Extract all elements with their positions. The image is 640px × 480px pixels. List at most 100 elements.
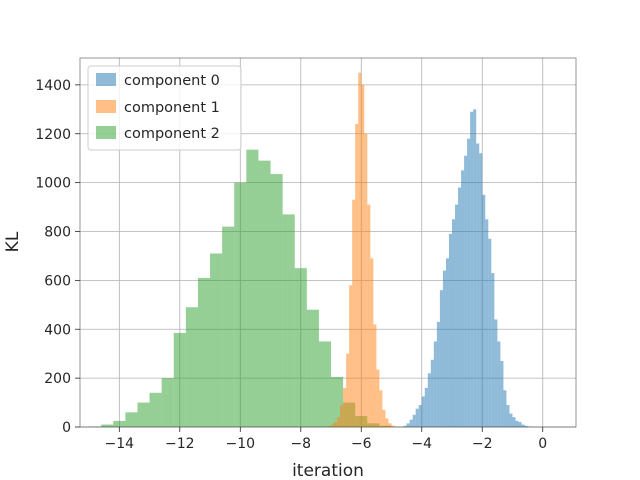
bar-component-1-8 xyxy=(349,285,353,427)
bar-component-1-20 xyxy=(385,418,389,427)
bar-component-1-21 xyxy=(388,423,392,427)
series-component-0 xyxy=(403,109,531,428)
legend-label-component-2: component 2 xyxy=(124,126,220,142)
bar-component-0-14 xyxy=(445,258,449,427)
y-axis-label: KL xyxy=(3,231,23,252)
bar-component-0-1 xyxy=(406,423,410,427)
legend-label-component-0: component 0 xyxy=(124,73,220,89)
series-component-2 xyxy=(89,149,392,428)
bar-component-0-40 xyxy=(524,425,528,427)
bar-component-1-12 xyxy=(361,84,365,427)
x-tick-label-3: −8 xyxy=(290,436,311,452)
bar-component-0-21 xyxy=(467,138,471,427)
bar-component-0-5 xyxy=(418,405,422,427)
bar-component-1-16 xyxy=(373,324,377,427)
bar-component-2-3 xyxy=(125,412,138,427)
bar-component-0-2 xyxy=(409,419,413,427)
legend-swatch-component-1 xyxy=(96,100,116,113)
y-axis: 0 200 400 600 800 1000 1200 1400 xyxy=(35,78,80,436)
bar-component-0-10 xyxy=(433,341,437,427)
legend-frame xyxy=(87,65,242,151)
bar-component-0-4 xyxy=(415,408,419,427)
bar-component-1-10 xyxy=(355,123,359,427)
bar-component-2-2 xyxy=(113,420,126,427)
y-tick-label-0: 0 xyxy=(62,420,71,436)
series-component-1 xyxy=(324,72,398,427)
bar-component-0-8 xyxy=(427,373,431,427)
bar-component-0-22 xyxy=(470,111,474,427)
bar-component-2-13 xyxy=(246,149,259,427)
bar-component-0-3 xyxy=(412,414,416,427)
bar-component-2-1 xyxy=(101,424,114,427)
x-tick-label-6: −2 xyxy=(472,436,493,452)
x-tick-label-2: −10 xyxy=(226,436,256,452)
bar-component-1-22 xyxy=(391,425,395,427)
bar-component-0-36 xyxy=(512,417,516,427)
bar-component-1-14 xyxy=(367,204,371,427)
y-tick-label-7: 1400 xyxy=(35,78,71,94)
bar-component-1-18 xyxy=(379,390,383,427)
bar-component-2-4 xyxy=(137,402,150,427)
bar-component-1-5 xyxy=(340,405,344,427)
bar-component-0-27 xyxy=(485,219,489,427)
bar-component-0-25 xyxy=(479,153,483,428)
x-tick-label-1: −12 xyxy=(165,436,195,452)
bar-component-2-10 xyxy=(210,253,223,427)
histogram-bars xyxy=(89,72,531,428)
bar-component-0-0 xyxy=(403,425,407,427)
bar-component-0-37 xyxy=(515,420,519,427)
bar-component-0-12 xyxy=(439,290,443,427)
bar-component-1-11 xyxy=(358,72,362,427)
bar-component-0-19 xyxy=(461,170,465,428)
legend-swatch-component-0 xyxy=(96,73,116,86)
bar-component-0-35 xyxy=(509,413,513,427)
bar-component-2-6 xyxy=(161,378,174,427)
bar-component-0-9 xyxy=(430,359,434,427)
bar-component-1-15 xyxy=(370,258,374,427)
bar-component-1-13 xyxy=(364,133,368,427)
x-tick-label-0: −14 xyxy=(105,436,135,452)
bar-component-1-6 xyxy=(343,387,347,427)
bar-component-0-17 xyxy=(455,204,459,427)
bar-component-1-3 xyxy=(334,422,338,427)
bar-component-0-30 xyxy=(494,319,498,427)
bar-component-0-26 xyxy=(482,194,486,427)
bar-component-1-4 xyxy=(337,417,341,427)
bar-component-0-34 xyxy=(506,405,510,427)
y-tick-label-3: 600 xyxy=(44,273,71,289)
bar-component-0-38 xyxy=(518,422,522,427)
x-tick-label-7: 0 xyxy=(538,436,547,452)
y-tick-label-2: 400 xyxy=(44,322,71,338)
x-tick-label-4: −6 xyxy=(351,436,372,452)
bar-component-0-7 xyxy=(424,387,428,427)
bar-component-2-14 xyxy=(258,160,271,428)
bar-component-2-19 xyxy=(318,341,332,427)
bar-component-2-7 xyxy=(173,332,186,427)
bar-component-0-16 xyxy=(452,219,456,427)
bar-component-2-16 xyxy=(282,214,295,427)
bar-component-0-13 xyxy=(442,270,446,427)
bar-component-0-11 xyxy=(436,321,440,427)
bar-component-2-17 xyxy=(294,268,307,427)
bar-component-0-18 xyxy=(458,187,462,427)
x-axis-label: iteration xyxy=(292,461,364,480)
bar-component-2-15 xyxy=(270,174,283,427)
bar-component-0-15 xyxy=(448,233,452,427)
y-tick-label-4: 800 xyxy=(44,225,71,241)
bar-component-0-33 xyxy=(503,390,507,427)
bar-component-0-29 xyxy=(491,273,495,427)
bar-component-0-20 xyxy=(464,155,468,427)
y-tick-label-6: 1200 xyxy=(35,127,71,143)
bar-component-2-18 xyxy=(306,309,319,427)
bar-component-0-23 xyxy=(473,109,477,428)
bar-component-0-6 xyxy=(421,396,425,427)
legend: component 0 component 1 component 2 xyxy=(87,65,242,151)
bar-component-0-24 xyxy=(476,143,480,428)
bar-component-0-31 xyxy=(497,341,501,427)
bar-component-1-9 xyxy=(352,199,356,427)
bar-component-2-8 xyxy=(185,307,198,427)
bar-component-0-28 xyxy=(488,238,492,427)
bar-component-1-7 xyxy=(346,353,350,427)
y-tick-label-1: 200 xyxy=(44,371,71,387)
